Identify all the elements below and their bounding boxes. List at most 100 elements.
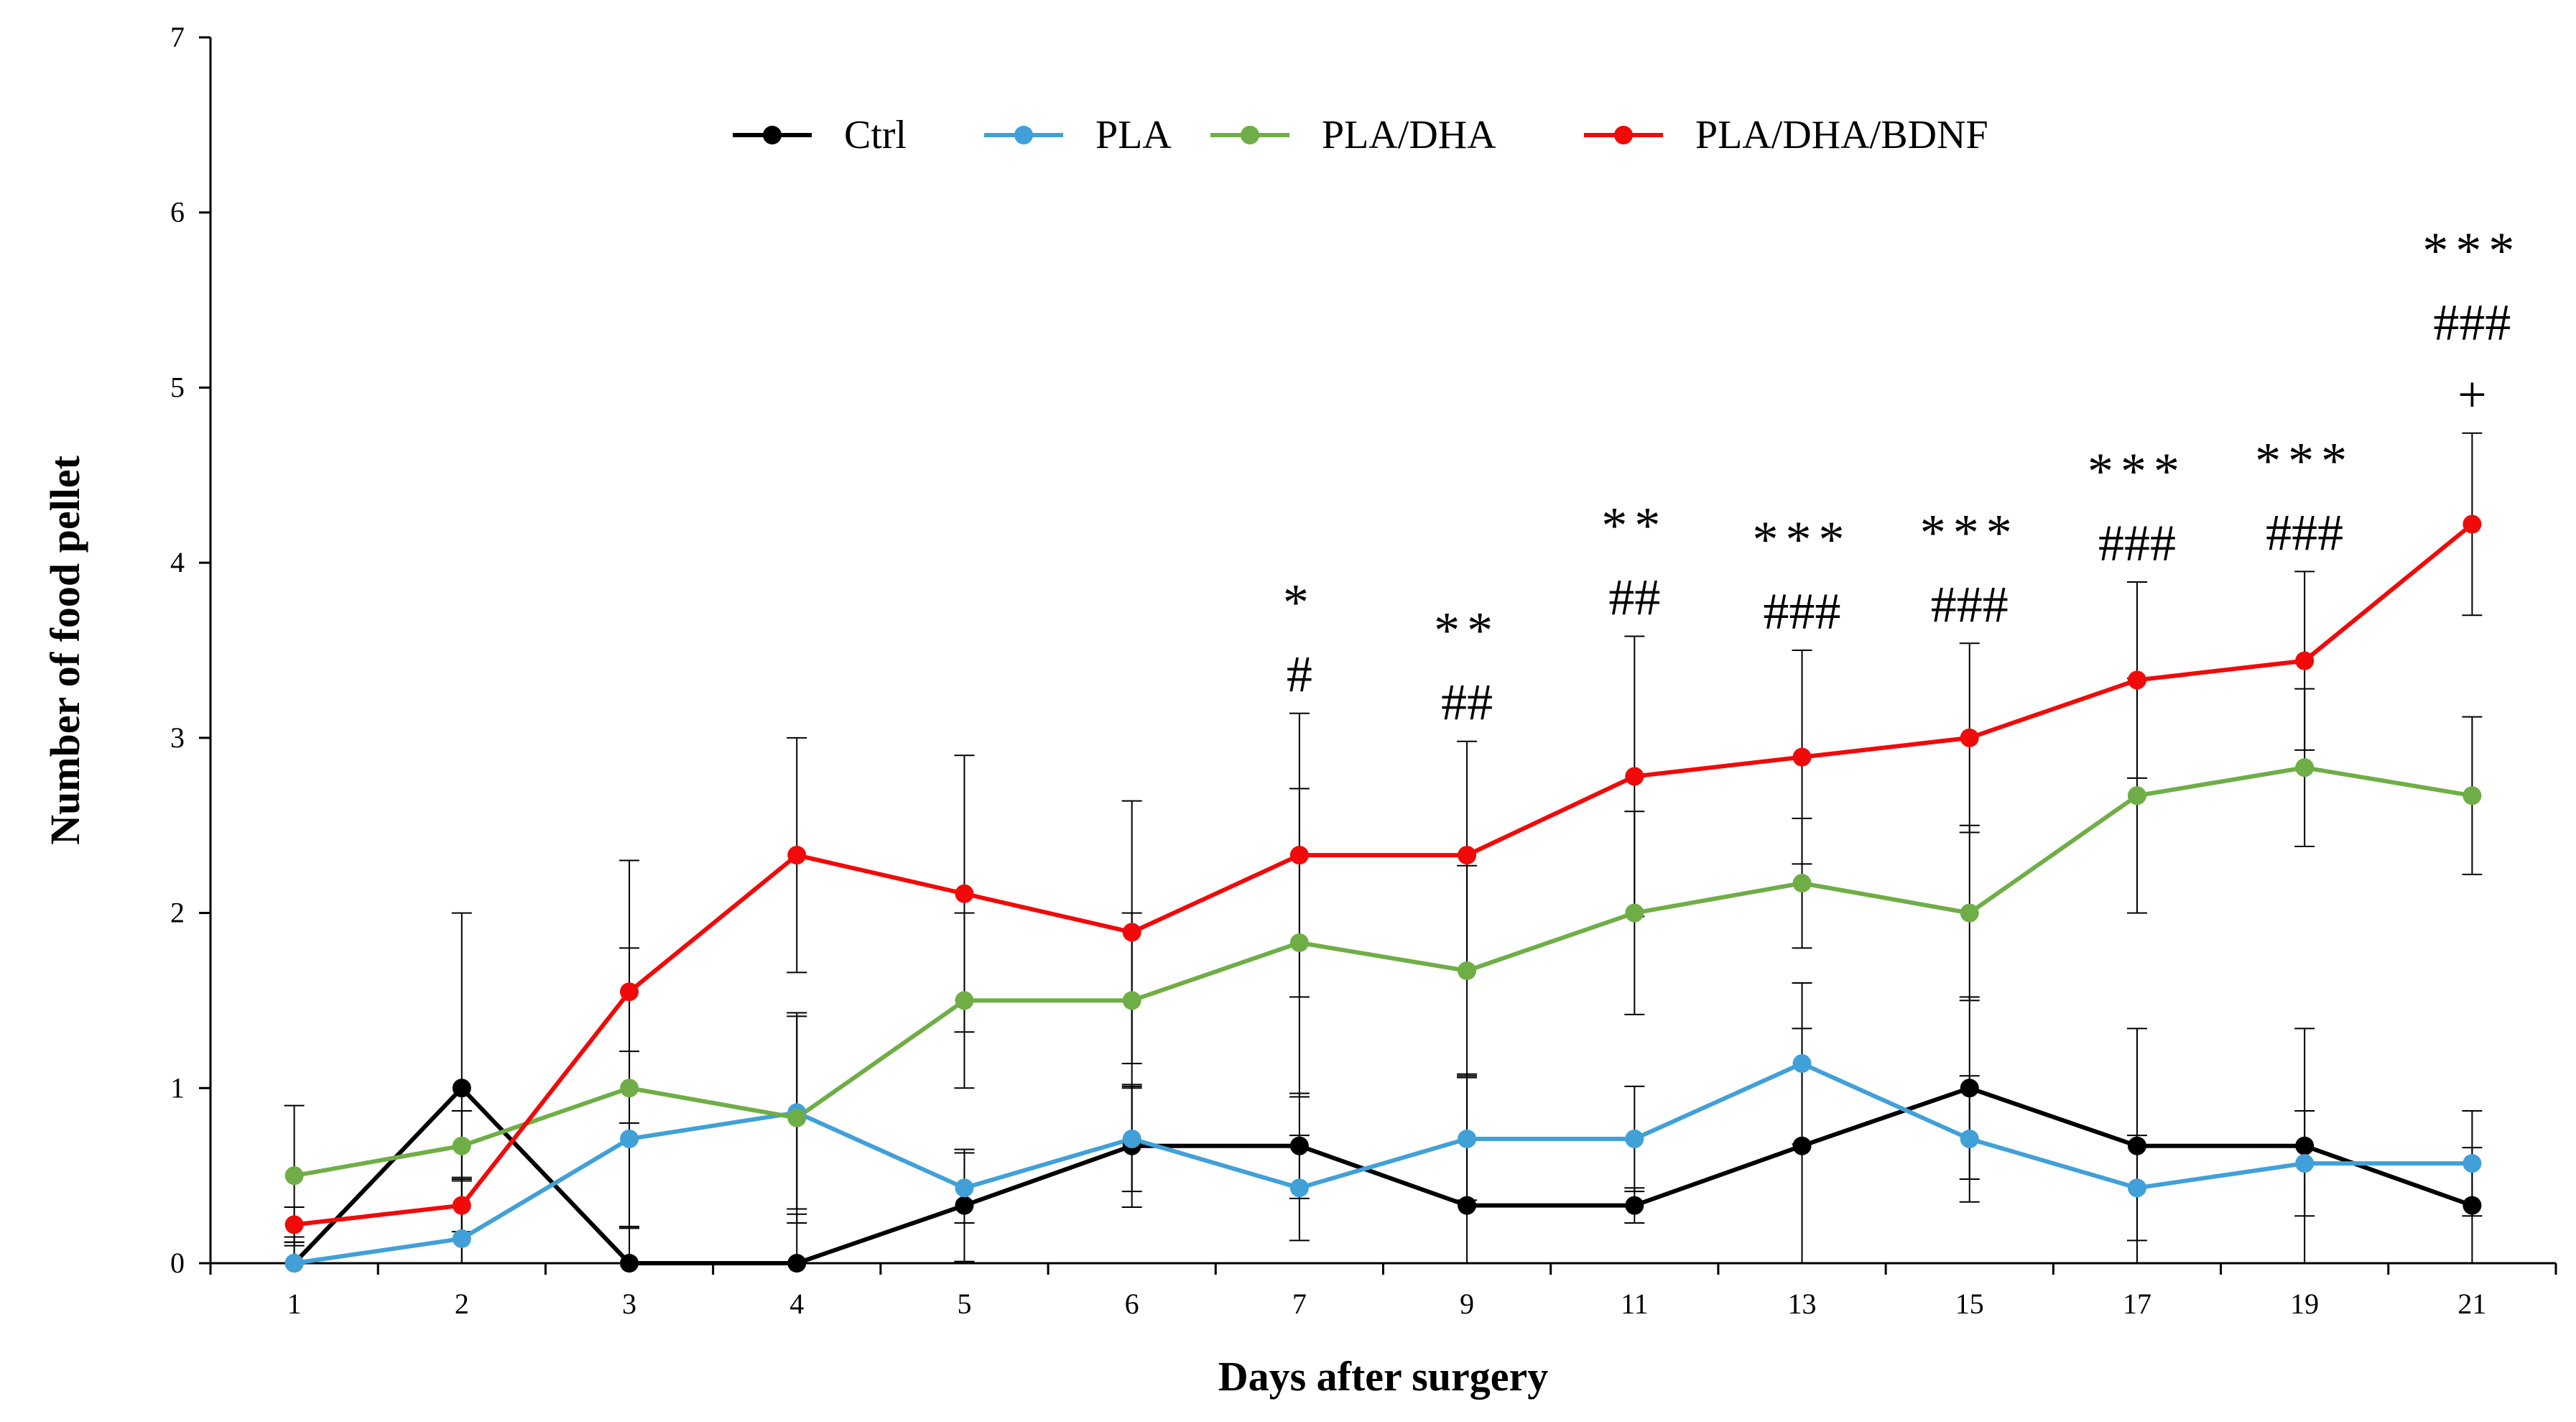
point-pla [1625,1129,1644,1148]
y-tick-label: 2 [170,897,185,929]
point-pla-dha-bdnf [1792,747,1812,767]
y-tick-label: 5 [170,371,185,403]
point-pla-dha [620,1079,639,1098]
point-pla [2295,1154,2315,1173]
point-pla-dha-bdnf [955,884,974,903]
significance-marker: *** [2422,222,2521,280]
x-tick-label: 19 [2290,1288,2319,1320]
series-line-pla-dha-bdnf [294,522,2474,1227]
significance-marker: # [1287,646,1312,703]
point-pla-dha-bdnf [787,846,807,865]
legend-label-ctrl: Ctrl [844,113,907,157]
tick-labels: 0 1 2 3 4 5 6 7 1 2 3 4 5 6 7 9 11 13 15 17 19 21 [170,21,2486,1320]
legend-label-pla-dha-bdnf: PLA/DHA/BDNF [1695,113,1988,157]
significance-marker: ### [1764,583,1841,640]
point-pla-dha [1458,961,1477,980]
point-ctrl [2295,1136,2315,1155]
significance-marker: * [1283,574,1316,632]
y-tick-label: 0 [170,1247,185,1279]
point-pla [452,1229,471,1248]
point-ctrl [1458,1196,1477,1215]
significance-marker: *** [1920,504,2019,561]
significance-marker: ### [2433,294,2511,351]
point-pla-dha-bdnf [1458,846,1477,865]
point-pla-dha [955,991,974,1010]
y-axis-title: Number of food pellet [42,455,88,845]
point-pla-dha-bdnf [1289,846,1309,865]
significance-marker: ### [2266,504,2343,561]
significance-marker: ** [1434,602,1500,660]
significance-marker: ## [1441,674,1493,731]
point-ctrl [955,1196,974,1215]
x-tick-label: 13 [1788,1288,1817,1320]
series-line-pla-dha [294,765,2473,1178]
point-pla-dha-bdnf [1625,767,1644,786]
y-tick-label: 3 [170,721,185,754]
significance-marker: *** [2255,432,2354,489]
series-line-ctrl [292,1086,2473,1265]
significance-marker: ## [1608,569,1660,627]
point-pla-dha-bdnf [620,982,639,1002]
point-ctrl [787,1254,807,1273]
point-pla-dha [452,1136,471,1155]
legend-swatch-marker-pla-dha [1241,126,1259,144]
point-pla-dha [2463,786,2482,805]
point-pla-dha-bdnf [1122,923,1141,942]
series-line-pla [294,1061,2473,1265]
y-tick-label: 7 [170,21,185,53]
point-pla-dha-bdnf [2463,514,2482,534]
legend-label-pla-dha: PLA/DHA [1322,113,1496,157]
legend-swatch-marker-ctrl [763,126,782,144]
point-pla-dha [1289,933,1309,953]
point-pla-dha-bdnf [1960,728,1979,747]
point-pla [1792,1054,1812,1074]
significance-marker: ** [1601,497,1667,555]
legend-swatch-marker-pla-dha-bdnf [1614,126,1633,144]
point-ctrl [2463,1196,2482,1215]
point-pla-dha-bdnf [284,1215,304,1234]
point-pla-dha [1960,903,1979,923]
point-pla [1289,1178,1309,1198]
point-pla-dha [1122,991,1141,1010]
y-tick-label: 4 [170,546,185,578]
point-pla [620,1129,639,1148]
x-axis-title: Days after surgery [1218,1353,1549,1400]
point-pla [1122,1129,1141,1148]
point-ctrl [452,1079,471,1098]
x-tick-label: 15 [1955,1288,1984,1320]
point-ctrl [2127,1136,2146,1155]
significance-marker: ### [2098,514,2176,572]
legend: Ctrl PLA PLA/DHA PLA/DHA/BDNF [733,113,1988,157]
x-tick-label: 2 [455,1288,469,1320]
x-tick-label: 6 [1125,1288,1139,1320]
significance-marker: ### [1931,576,2009,633]
significance-marker: *** [2088,443,2187,500]
point-ctrl [1289,1136,1309,1155]
significance-marker: *** [1753,511,1852,568]
significance-marker: + [2457,366,2487,423]
x-tick-label: 17 [2123,1288,2151,1320]
data-points [284,514,2482,1273]
point-pla-dha-bdnf [2295,651,2315,670]
point-pla [1458,1129,1477,1148]
point-pla-dha [1792,874,1812,893]
y-tick-label: 6 [170,196,185,228]
point-pla-dha [1625,903,1644,923]
point-pla [284,1254,304,1273]
point-pla [1960,1129,1979,1148]
point-pla-dha [2295,758,2315,777]
significance-annotations: * # ** ## ** ## *** ### *** ### *** ### *** ### *** ###… [1283,222,2521,731]
x-tick-label: 5 [957,1288,971,1320]
x-tick-label: 11 [1621,1288,1649,1320]
x-tick-label: 9 [1460,1288,1474,1320]
point-pla [2463,1154,2482,1173]
point-pla [2127,1178,2146,1198]
point-pla [955,1178,974,1198]
point-ctrl [1625,1196,1644,1215]
x-tick-label: 7 [1292,1288,1307,1320]
point-ctrl [1960,1079,1979,1098]
y-tick-label: 1 [170,1071,185,1104]
x-tick-label: 1 [287,1288,302,1320]
series-lines [292,522,2474,1265]
